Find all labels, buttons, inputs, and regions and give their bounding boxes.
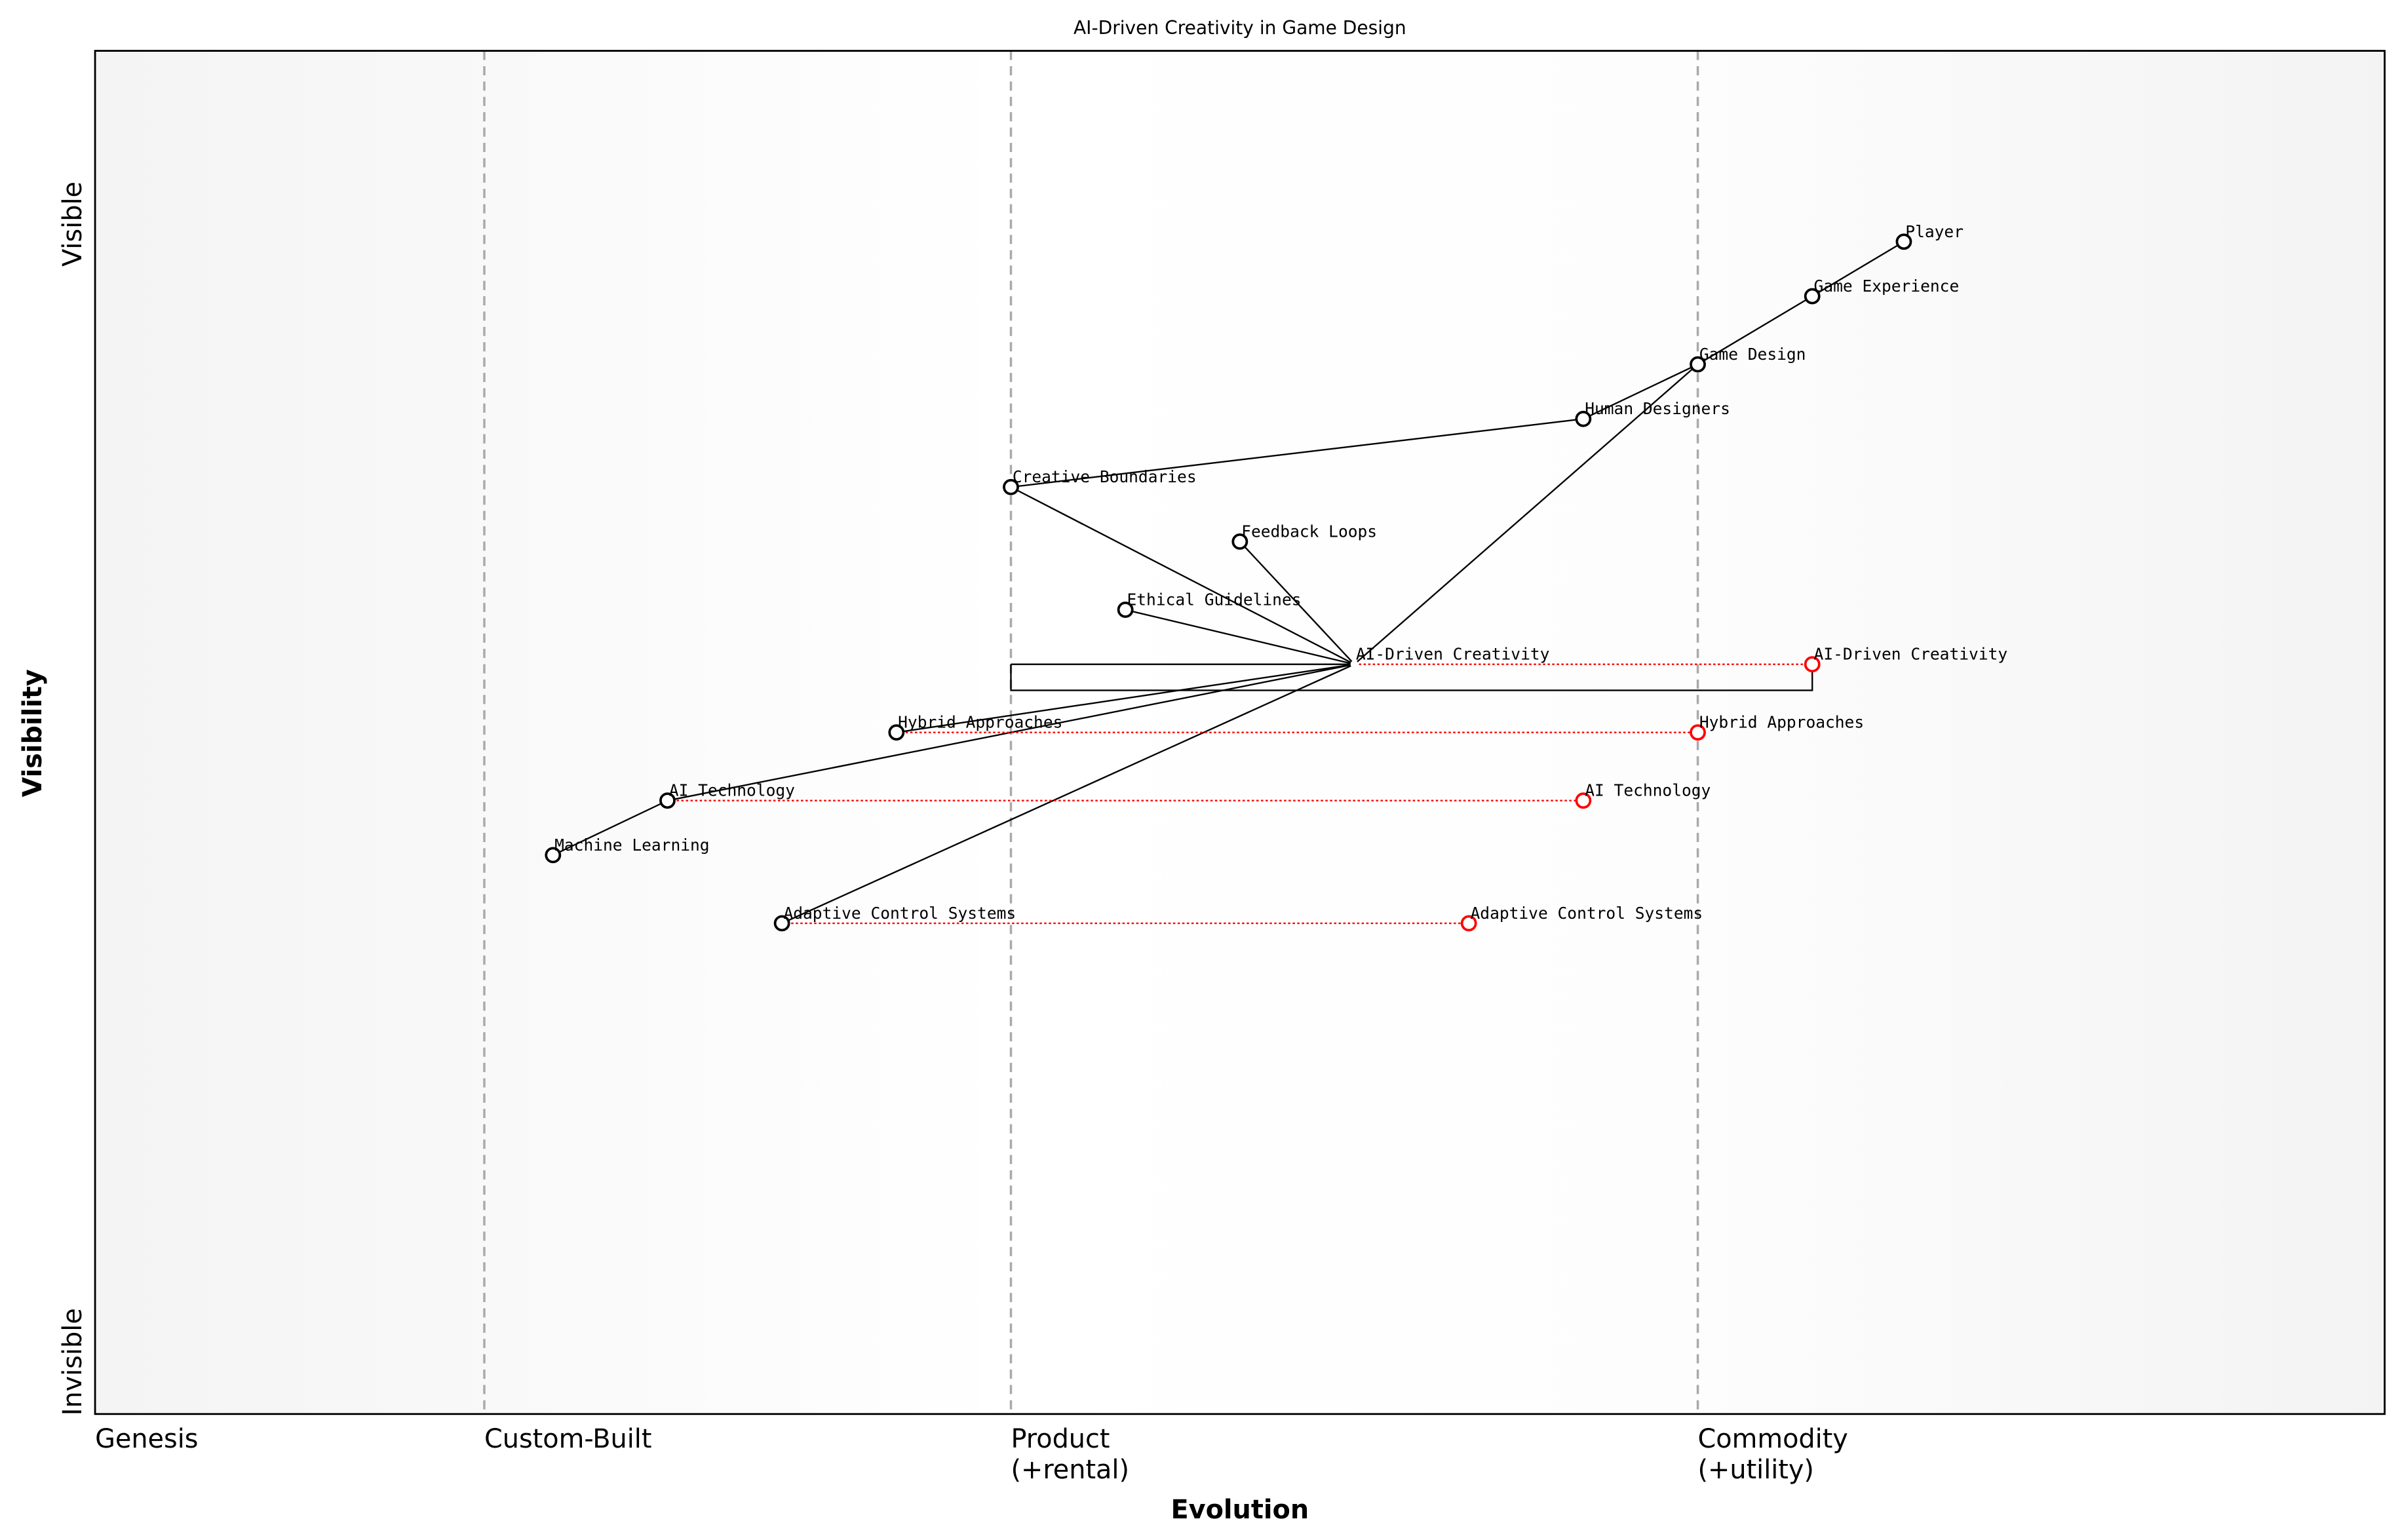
component-label-player: Player <box>1905 222 1964 241</box>
link-ethical-guidelines-to-ai-driven-creativity <box>1125 609 1355 665</box>
evolve-marker-adaptive-control-systems <box>1460 915 1477 932</box>
link-creative-boundaries-to-ai-driven-creativity <box>1010 486 1355 665</box>
plot-area <box>95 50 2385 1414</box>
link-ai-driven-creativity-to-hybrid-approaches <box>896 663 1355 733</box>
stage-label-product-rental-: Product (+rental) <box>1011 1424 1129 1485</box>
component-marker-ai-driven-creativity <box>1350 660 1359 668</box>
link-player-to-game-experience <box>1811 241 1905 298</box>
link-game-design-to-human-designers <box>1583 363 1699 420</box>
component-label-game-experience: Game Experience <box>1814 277 1960 296</box>
component-marker-machine-learning <box>545 847 562 864</box>
pipeline-box <box>1010 664 1813 691</box>
component-marker-ai-technology <box>659 792 676 809</box>
evolve-label-adaptive-control-systems: Adaptive Control Systems <box>1471 904 1703 923</box>
y-tick-visible: Visible <box>58 182 88 267</box>
component-marker-feedback-loops <box>1231 533 1248 550</box>
stage-label-genesis: Genesis <box>95 1424 198 1454</box>
component-label-human-designers: Human Designers <box>1585 399 1730 418</box>
component-label-ai-technology: AI Technology <box>669 781 795 800</box>
component-marker-creative-boundaries <box>1003 478 1019 495</box>
component-label-ethical-guidelines: Ethical Guidelines <box>1127 590 1302 609</box>
chart-title: AI-Driven Creativity in Game Design <box>1074 17 1406 39</box>
link-ai-driven-creativity-to-ai-technology <box>667 663 1355 801</box>
component-label-machine-learning: Machine Learning <box>554 836 709 855</box>
link-ai-technology-to-machine-learning <box>552 799 668 856</box>
y-tick-invisible: Invisible <box>58 1308 88 1415</box>
stage-label-commodity-utility-: Commodity (+utility) <box>1698 1424 1848 1485</box>
stage-label-custom-built: Custom-Built <box>484 1424 651 1454</box>
component-marker-player <box>1895 233 1912 250</box>
component-label-hybrid-approaches: Hybrid Approaches <box>898 713 1062 732</box>
y-axis-label: Visibility <box>18 669 48 797</box>
evolve-label-hybrid-approaches: Hybrid Approaches <box>1699 713 1864 732</box>
link-human-designers-to-creative-boundaries <box>1011 418 1584 488</box>
link-game-design-to-ai-driven-creativity <box>1353 364 1699 665</box>
link-game-experience-to-game-design <box>1697 296 1813 366</box>
evolve-label-ai-driven-creativity: AI-Driven Creativity <box>1814 645 2008 664</box>
evolve-label-ai-technology: AI Technology <box>1585 781 1711 800</box>
component-label-adaptive-control-systems: Adaptive Control Systems <box>783 904 1016 923</box>
evolve-marker-ai-driven-creativity <box>1804 656 1821 673</box>
link-ai-driven-creativity-to-adaptive-control-systems <box>781 663 1355 924</box>
component-label-creative-boundaries: Creative Boundaries <box>1013 467 1197 486</box>
component-marker-game-design <box>1690 356 1706 373</box>
plot-frame <box>94 50 2386 1415</box>
component-label-feedback-loops: Feedback Loops <box>1241 522 1377 541</box>
component-marker-adaptive-control-systems <box>773 915 790 932</box>
x-axis-label: Evolution <box>1171 1495 1309 1525</box>
evolve-marker-ai-technology <box>1575 792 1592 809</box>
component-label-ai-driven-creativity: AI-Driven Creativity <box>1356 645 1550 664</box>
component-marker-hybrid-approaches <box>888 724 905 741</box>
component-label-game-design: Game Design <box>1699 345 1806 364</box>
component-marker-game-experience <box>1804 288 1821 305</box>
evolve-marker-hybrid-approaches <box>1690 724 1706 741</box>
component-marker-ethical-guidelines <box>1117 602 1134 618</box>
link-feedback-loops-to-ai-driven-creativity <box>1239 541 1355 665</box>
component-marker-human-designers <box>1575 410 1592 427</box>
